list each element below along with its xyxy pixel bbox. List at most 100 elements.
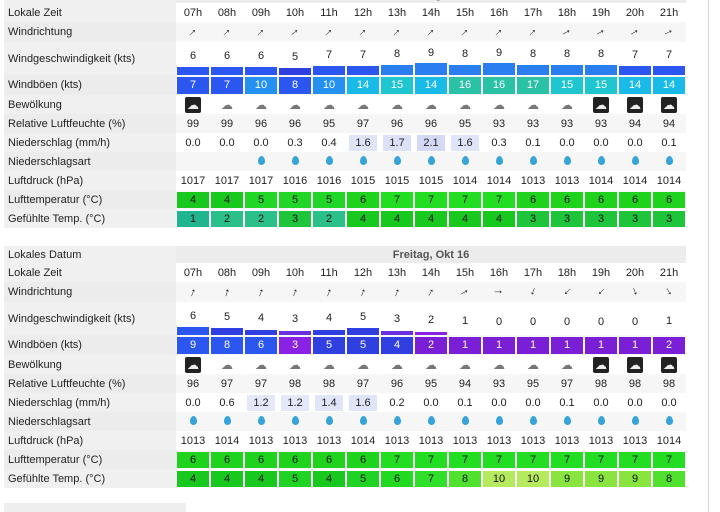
feels-like-row: Gefühlte Temp. (°C) 4 4 4 5 4 5 6 7 8 10 10 9 9 9 8 <box>4 469 686 488</box>
precipitation-cell: 0.4 <box>312 133 346 152</box>
date-row-label: Lokales Datum <box>4 0 176 3</box>
wind-gust-cell: 1 <box>584 335 618 355</box>
precipitation-type-cell <box>584 152 618 171</box>
humidity-value: 96 <box>380 374 414 393</box>
wind-speed-value: 1 <box>461 315 469 327</box>
precipitation-cell: 0.0 <box>584 133 618 152</box>
precipitation-cell: 1.6 <box>346 393 380 412</box>
wind-gust-cell: 1 <box>516 335 550 355</box>
temperature-value: 6 <box>619 191 651 208</box>
next-section-stub <box>4 503 186 512</box>
hour-cell: 14h <box>421 6 441 19</box>
precipitation-value: 0.1 <box>525 136 541 149</box>
feels-like-row-label: Gefühlte Temp. (°C) <box>4 209 176 228</box>
pressure-row: Luftdruck (hPa) 1017 1017 1017 1016 1016 1015 1… <box>4 171 686 190</box>
precipitation-row-label: Niederschlag (mm/h) <box>4 133 176 152</box>
wind-direction-cell: ↑ <box>210 282 244 302</box>
cloud-cell: ☁ <box>618 95 652 114</box>
feels-like-value: 4 <box>449 210 481 227</box>
raindrop-icon <box>359 155 367 165</box>
temperature-cell: 6 <box>346 190 380 209</box>
temperature-value: 7 <box>483 191 515 208</box>
temperature-value: 7 <box>449 191 481 208</box>
wind-direction-cell: ↑ <box>482 22 516 42</box>
wind-gust-value: 14 <box>653 76 686 94</box>
wind-gust-cell: 5 <box>312 335 346 355</box>
hour-cell: 16h <box>489 6 509 19</box>
precipitation-type-cell <box>346 412 380 431</box>
pressure-value: 1013 <box>588 434 614 447</box>
humidity-value: 95 <box>448 114 482 133</box>
precipitation-type-row: Niederschlagsart <box>4 152 687 171</box>
feels-like-cell: 4 <box>482 209 516 228</box>
hour-cell: 19h <box>591 6 611 19</box>
temperature-value: 6 <box>211 451 243 468</box>
feels-like-cell: 9 <box>584 469 618 488</box>
raindrop-icon <box>631 415 639 425</box>
wind-speed-cell: 2 <box>414 302 448 335</box>
pressure-value: 1014 <box>622 174 648 187</box>
pressure-value: 1014 <box>452 174 478 187</box>
wind-direction-cell: ↑ <box>652 22 687 42</box>
cloud-cell: ☁ <box>380 95 414 114</box>
feels-like-value: 5 <box>279 470 311 487</box>
precipitation-value: 0.0 <box>253 136 269 149</box>
pressure-value: 1014 <box>588 174 614 187</box>
wind-gust-value: 1 <box>619 336 651 354</box>
wind-speed-cell: 8 <box>584 42 618 75</box>
temperature-cell: 7 <box>414 450 448 469</box>
wind-arrow-icon: ↑ <box>457 24 473 39</box>
scrollbar-divider <box>708 0 709 512</box>
feels-like-value: 6 <box>381 470 413 487</box>
precipitation-cell: 1.2 <box>244 393 278 412</box>
precipitation-type-cell <box>346 152 380 171</box>
raindrop-icon <box>563 155 571 165</box>
feels-like-cell: 2 <box>210 209 244 228</box>
cloud-icon: ☁ <box>459 97 471 112</box>
feels-like-value: 9 <box>585 470 617 487</box>
cloud-icon: ☁ <box>493 97 505 112</box>
wind-speed-cell: 4 <box>244 302 278 335</box>
precipitation-value: 1.2 <box>281 394 309 411</box>
precipitation-cell: 0.0 <box>482 393 516 412</box>
wind-speed-bar <box>381 331 413 335</box>
wind-arrow-icon: ↑ <box>389 24 405 39</box>
humidity-value: 98 <box>312 374 346 393</box>
date-header: Freitag, Okt 16 <box>176 246 687 263</box>
forecast-table-day-2: Lokales Datum Freitag, Okt 16 Lokale Zeit 0… <box>4 246 687 488</box>
wind-gust-cell: 5 <box>346 335 380 355</box>
feels-like-cell: 5 <box>346 469 380 488</box>
wind-arrow-icon: ↑ <box>255 283 267 300</box>
precipitation-type-cell <box>550 152 584 171</box>
precipitation-type-cell <box>448 412 482 431</box>
precipitation-value: 0.0 <box>593 136 609 149</box>
precipitation-cell: 0.0 <box>516 393 550 412</box>
temperature-cell: 6 <box>652 190 687 209</box>
pressure-value: 1017 <box>180 174 206 187</box>
wind-gust-value: 1 <box>585 336 617 354</box>
wind-direction-cell: ↑ <box>482 282 516 302</box>
raindrop-icon <box>461 415 469 425</box>
wind-direction-cell: ↑ <box>244 22 278 42</box>
pressure-row: Luftdruck (hPa) 1013 1014 1013 1013 1013 1014 1… <box>4 431 686 450</box>
humidity-value: 97 <box>244 374 278 393</box>
feels-like-cell: 3 <box>550 209 584 228</box>
wind-gust-cell: 15 <box>550 75 584 95</box>
temperature-value: 7 <box>415 451 447 468</box>
wind-speed-value: 3 <box>291 313 299 325</box>
wind-gust-cell: 14 <box>346 75 380 95</box>
wind-gust-value: 17 <box>517 76 549 94</box>
wind-direction-cell: ↑ <box>380 22 414 42</box>
raindrop-icon <box>597 415 605 425</box>
precipitation-cell: 0.0 <box>176 393 210 412</box>
feels-like-cell: 9 <box>550 469 584 488</box>
feels-like-cell: 4 <box>244 469 278 488</box>
wind-gust-value: 14 <box>619 76 651 94</box>
temperature-cell: 5 <box>312 190 346 209</box>
feels-like-cell: 4 <box>448 209 482 228</box>
wind-gust-cell: 14 <box>652 75 687 95</box>
wind-gust-cell: 6 <box>244 335 278 355</box>
precipitation-type-cell <box>380 152 414 171</box>
precipitation-row: Niederschlag (mm/h) 0.0 0.6 1.2 1.2 1.4 1.6 0.2… <box>4 393 686 412</box>
cloud-icon: ☁ <box>425 97 437 112</box>
